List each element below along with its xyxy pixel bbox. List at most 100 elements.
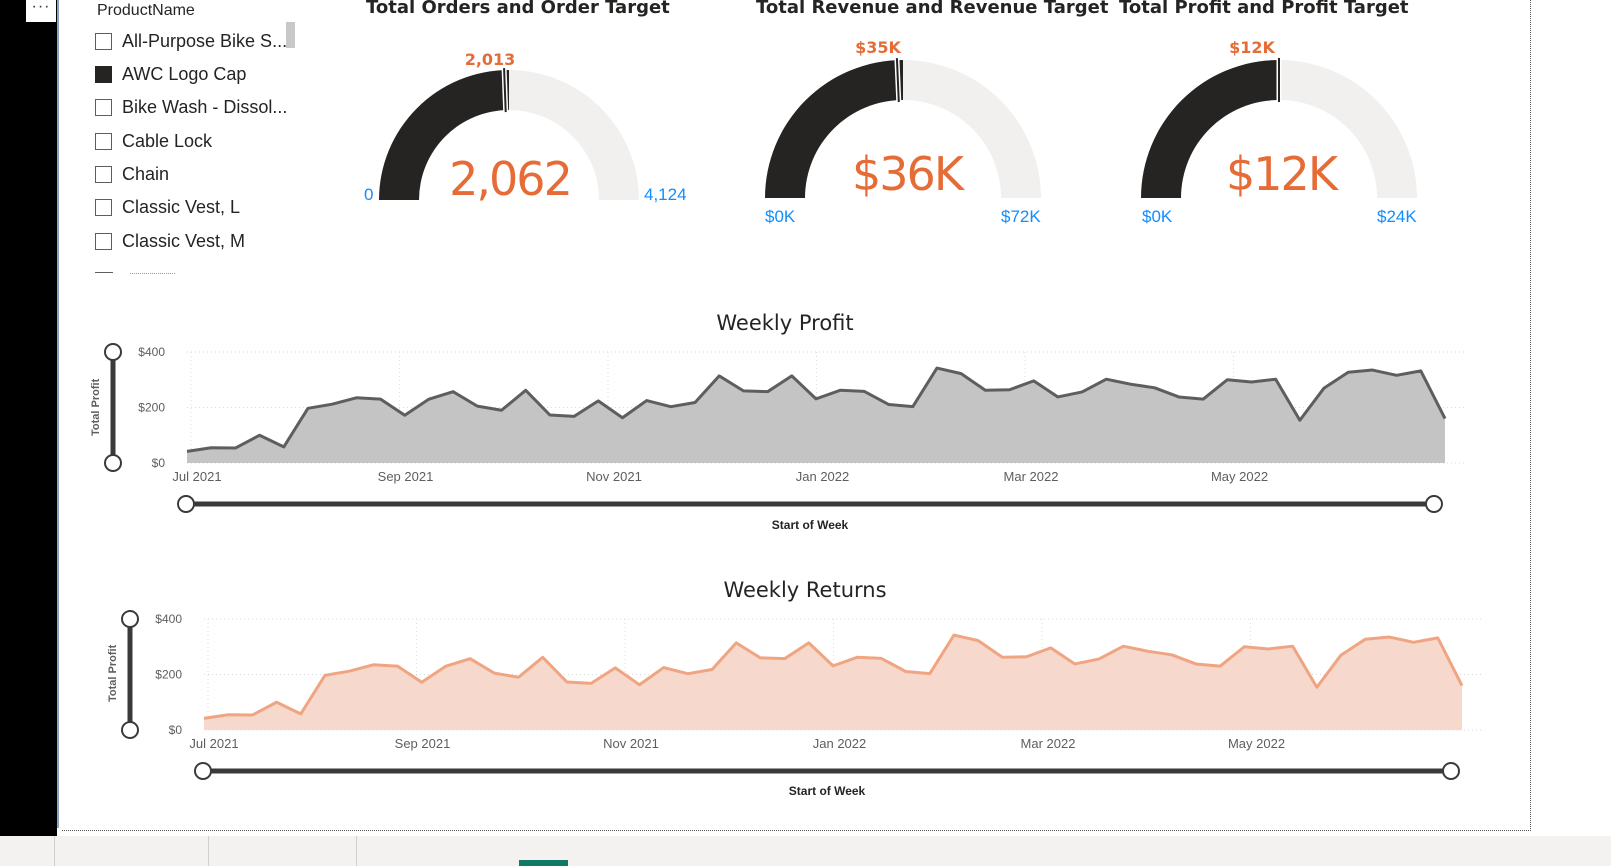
data-point[interactable]: [1314, 685, 1319, 690]
data-point[interactable]: [475, 404, 480, 409]
data-point[interactable]: [1322, 386, 1327, 391]
slicer-item[interactable]: Chain: [95, 160, 169, 188]
data-point[interactable]: [1242, 644, 1247, 649]
data-point[interactable]: [298, 711, 303, 716]
data-point[interactable]: [661, 665, 666, 670]
slicer-item[interactable]: AWC Logo Cap: [95, 60, 246, 88]
x-zoom-slider-handle[interactable]: [177, 495, 195, 513]
data-point[interactable]: [782, 656, 787, 661]
series-line[interactable]: [203, 633, 1464, 720]
data-point[interactable]: [516, 675, 521, 680]
data-point[interactable]: [1048, 645, 1053, 650]
data-point[interactable]: [693, 400, 698, 405]
x-zoom-slider-handle[interactable]: [1442, 762, 1460, 780]
data-point[interactable]: [378, 397, 383, 402]
data-point[interactable]: [426, 397, 431, 402]
data-point[interactable]: [789, 373, 794, 378]
data-point[interactable]: [1460, 683, 1465, 688]
data-point[interactable]: [1290, 644, 1295, 649]
data-point[interactable]: [589, 681, 594, 686]
data-point[interactable]: [814, 396, 819, 401]
slicer-item[interactable]: Cable Lock: [95, 127, 212, 155]
slicer-item[interactable]: Classic Vest, M: [95, 227, 245, 255]
data-point[interactable]: [879, 656, 884, 661]
data-point[interactable]: [1072, 661, 1077, 666]
data-point[interactable]: [862, 389, 867, 394]
checkbox-icon[interactable]: [95, 32, 112, 50]
revenue-gauge[interactable]: [755, 50, 1055, 210]
data-point[interactable]: [1024, 654, 1029, 659]
data-point[interactable]: [226, 712, 231, 717]
data-point[interactable]: [1225, 377, 1230, 382]
data-point[interactable]: [1249, 379, 1254, 384]
data-point[interactable]: [806, 640, 811, 645]
data-point[interactable]: [572, 414, 577, 419]
data-point[interactable]: [1128, 382, 1133, 387]
data-point[interactable]: [903, 669, 908, 674]
active-page-tab[interactable]: [519, 860, 568, 866]
data-point[interactable]: [596, 398, 601, 403]
data-point[interactable]: [395, 664, 400, 669]
data-point[interactable]: [1411, 640, 1416, 645]
weekly-profit-chart[interactable]: $0 $200 $400 Jul 2021 Sep 2021 Nov 2021 Jan 20…: [100, 340, 1480, 515]
data-point[interactable]: [564, 679, 569, 684]
data-point[interactable]: [741, 388, 746, 393]
data-point[interactable]: [1193, 661, 1198, 666]
data-point[interactable]: [274, 700, 279, 705]
x-zoom-slider-handle[interactable]: [1425, 495, 1443, 513]
data-point[interactable]: [765, 389, 770, 394]
data-point[interactable]: [1104, 377, 1109, 382]
data-point[interactable]: [1443, 416, 1448, 421]
data-point[interactable]: [934, 366, 939, 371]
data-point[interactable]: [1218, 664, 1223, 669]
data-point[interactable]: [1273, 377, 1278, 382]
data-point[interactable]: [281, 444, 286, 449]
data-point[interactable]: [685, 671, 690, 676]
data-point[interactable]: [668, 404, 673, 409]
data-point[interactable]: [717, 373, 722, 378]
x-zoom-slider-handle[interactable]: [194, 762, 212, 780]
checkbox-icon[interactable]: [95, 165, 112, 183]
data-point[interactable]: [637, 682, 642, 687]
data-point[interactable]: [347, 669, 352, 674]
data-point[interactable]: [1000, 655, 1005, 660]
data-point[interactable]: [1363, 637, 1368, 642]
data-point[interactable]: [1201, 397, 1206, 402]
data-point[interactable]: [1007, 387, 1012, 392]
data-point[interactable]: [492, 671, 497, 676]
data-point[interactable]: [983, 388, 988, 393]
y-zoom-slider-handle[interactable]: [121, 721, 139, 739]
data-point[interactable]: [886, 402, 891, 407]
slicer-item[interactable]: All-Purpose Bike S...: [95, 27, 287, 55]
data-point[interactable]: [547, 412, 552, 417]
data-point[interactable]: [250, 713, 255, 718]
checkbox-icon[interactable]: [95, 132, 112, 150]
slicer-item[interactable]: Classic Vest, L: [95, 193, 240, 221]
data-point[interactable]: [371, 662, 376, 667]
data-point[interactable]: [202, 716, 207, 721]
data-point[interactable]: [233, 446, 238, 451]
data-point[interactable]: [540, 655, 545, 660]
data-point[interactable]: [451, 389, 456, 394]
data-point[interactable]: [443, 664, 448, 669]
data-point[interactable]: [620, 415, 625, 420]
data-point[interactable]: [1152, 385, 1157, 390]
data-point[interactable]: [1435, 635, 1440, 640]
data-point[interactable]: [644, 398, 649, 403]
data-point[interactable]: [468, 656, 473, 661]
data-point[interactable]: [419, 680, 424, 685]
data-point[interactable]: [951, 633, 956, 638]
data-point[interactable]: [322, 673, 327, 678]
data-point[interactable]: [523, 388, 528, 393]
data-point[interactable]: [354, 395, 359, 400]
data-point[interactable]: [1370, 368, 1375, 373]
data-point[interactable]: [1346, 370, 1351, 375]
data-point[interactable]: [209, 445, 214, 450]
data-point[interactable]: [613, 665, 618, 670]
more-options-button[interactable]: ···: [26, 0, 56, 22]
data-point[interactable]: [1097, 656, 1102, 661]
checkbox-icon[interactable]: [95, 198, 112, 216]
profit-gauge[interactable]: [1131, 50, 1431, 210]
data-point[interactable]: [1080, 389, 1085, 394]
data-point[interactable]: [305, 406, 310, 411]
